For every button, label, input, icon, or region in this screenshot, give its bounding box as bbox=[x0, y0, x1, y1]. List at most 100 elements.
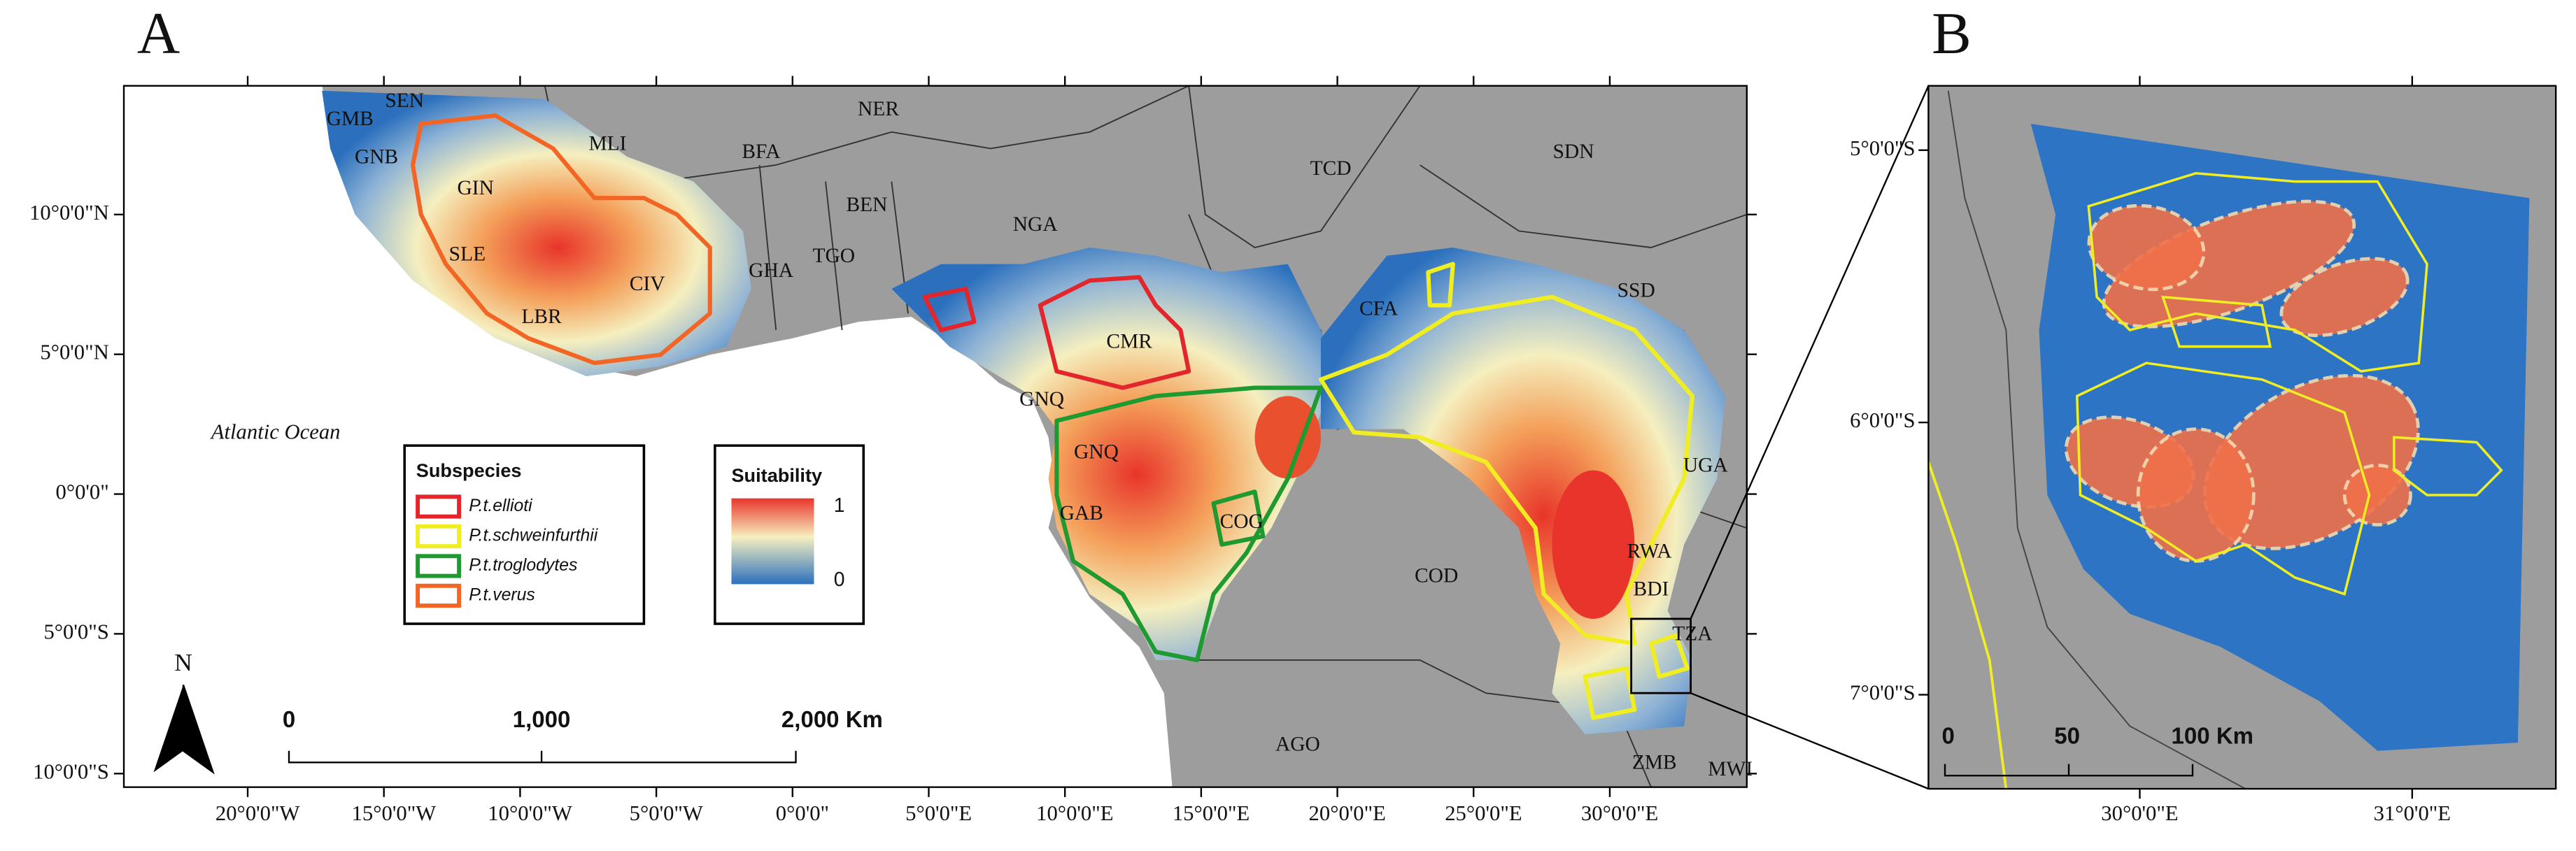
country-label: GIN bbox=[457, 177, 493, 199]
country-label: NER bbox=[858, 98, 899, 120]
ramp-high: 1 bbox=[834, 494, 845, 516]
zoom-box bbox=[1630, 617, 1692, 694]
country-label: SLE bbox=[449, 243, 486, 266]
x-tick-label: 5°0'0"E bbox=[905, 801, 972, 825]
high-suitability bbox=[1254, 396, 1321, 479]
range-outline bbox=[1318, 294, 1695, 646]
country-label: GMB bbox=[327, 108, 374, 130]
legend-swatch bbox=[416, 524, 462, 549]
x-tick-label: 31°0'0"E bbox=[2374, 801, 2451, 825]
x-tick-label: 5°0'0"W bbox=[630, 801, 703, 825]
lake-line bbox=[1928, 462, 2008, 789]
suitability-raster bbox=[891, 247, 1338, 660]
country-label: AGO bbox=[1275, 733, 1320, 755]
north-arrow bbox=[182, 684, 215, 775]
scale-label: 1,000 bbox=[513, 706, 571, 732]
country-label: SSD bbox=[1618, 279, 1655, 301]
legend-label: P.t.schweinfurthii bbox=[469, 527, 598, 545]
panel-b-map bbox=[1928, 85, 2556, 789]
frame-a bbox=[122, 85, 1748, 788]
country-label: TZA bbox=[1672, 622, 1713, 645]
country-label: CFA bbox=[1359, 297, 1399, 320]
country-label: UGA bbox=[1683, 455, 1729, 477]
x-tick-label: 20°0'0"E bbox=[1309, 801, 1386, 825]
country-border bbox=[825, 181, 843, 331]
country-label: BFA bbox=[742, 141, 781, 163]
country-label: BEN bbox=[846, 194, 887, 216]
country-label: RWA bbox=[1627, 540, 1673, 562]
scale-label: 2,000 Km bbox=[781, 706, 883, 732]
y-tick-label: 0°0'0" bbox=[55, 480, 108, 504]
country-label: GHA bbox=[749, 259, 794, 282]
legend-label: P.t.verus bbox=[469, 585, 535, 604]
range-outline bbox=[1038, 275, 1191, 390]
range-outline bbox=[922, 286, 977, 333]
color-ramp bbox=[731, 498, 814, 585]
scale-label: 0 bbox=[1942, 723, 1955, 749]
overlay: A 20°0'0"W 15°0'0"W 10°0'0"W 5°0'0"W 0°0'0" 5°… bbox=[29, 1, 2557, 825]
high-suitability bbox=[2279, 257, 2409, 337]
y-tick-label: 5°0'0"S bbox=[43, 620, 108, 643]
suitability-raster bbox=[322, 90, 751, 377]
x-tick-label: 10°0'0"W bbox=[488, 801, 572, 825]
legend-title: Subspecies bbox=[416, 459, 522, 481]
ramp-low: 0 bbox=[834, 568, 845, 590]
legend-title: Suitability bbox=[731, 464, 822, 486]
panel-a-map bbox=[124, 85, 1747, 787]
country-label: TGO bbox=[812, 245, 855, 267]
country-border bbox=[1420, 164, 1747, 248]
high-suitability bbox=[2136, 427, 2256, 563]
country-label: MWI bbox=[1708, 758, 1753, 780]
ocean bbox=[124, 85, 1173, 787]
range-outline bbox=[410, 113, 712, 366]
ocean-label: Atlantic Ocean bbox=[210, 420, 341, 444]
y-tick-label: 10°0'0"S bbox=[33, 759, 109, 783]
country-label: MLI bbox=[588, 132, 626, 155]
legend-swatch bbox=[416, 583, 462, 608]
country-label: SDN bbox=[1553, 141, 1594, 163]
country-label: LBR bbox=[521, 306, 562, 328]
country-label: COD bbox=[1415, 565, 1458, 587]
range-outline bbox=[2087, 171, 2428, 373]
range-outline bbox=[2393, 436, 2503, 496]
country-border bbox=[758, 164, 777, 331]
y-tick-label: 5°0'0"S bbox=[1850, 136, 1915, 160]
country-label: NGA bbox=[1013, 213, 1059, 236]
country-label: GNQ bbox=[1019, 388, 1064, 410]
x-tick-label: 10°0'0"E bbox=[1036, 801, 1113, 825]
range-outline bbox=[1211, 489, 1266, 547]
range-outline bbox=[2160, 295, 2272, 348]
high-suitability bbox=[2342, 464, 2412, 527]
x-tick-label: 0°0'0" bbox=[776, 801, 829, 825]
country-label: COG bbox=[1220, 510, 1264, 533]
zoom-line bbox=[1690, 85, 1930, 620]
x-tick-label: 30°0'0"E bbox=[1581, 801, 1658, 825]
legend-swatch bbox=[416, 554, 462, 578]
y-tick-label: 5°0'0"N bbox=[40, 341, 108, 364]
country-label: GAB bbox=[1060, 502, 1103, 524]
frame-b bbox=[1927, 85, 2557, 790]
scale-bar bbox=[1944, 764, 2194, 777]
country-label: ZMB bbox=[1632, 751, 1677, 773]
suitability-raster bbox=[1320, 247, 1726, 735]
panel-label: A bbox=[137, 1, 180, 66]
high-suitability bbox=[1552, 470, 1635, 619]
country-label: SEN bbox=[385, 90, 424, 112]
scale-label: 50 bbox=[2054, 723, 2080, 749]
scale-label: 100 Km bbox=[2172, 723, 2253, 749]
panel-label: B bbox=[1932, 1, 1972, 66]
high-suitability bbox=[2087, 203, 2206, 292]
north-label: N bbox=[174, 648, 192, 676]
y-tick-label: 6°0'0"S bbox=[1850, 408, 1915, 432]
shore-line bbox=[1947, 90, 2246, 789]
country-label: GNB bbox=[355, 145, 398, 168]
country-label: BDI bbox=[1634, 578, 1669, 601]
x-tick-label: 25°0'0"E bbox=[1445, 801, 1522, 825]
legend-box bbox=[403, 444, 646, 625]
high-suitability bbox=[2102, 199, 2356, 329]
legend-label: P.t.ellioti bbox=[469, 496, 533, 515]
x-tick-label: 15°0'0"E bbox=[1173, 801, 1250, 825]
zoom-line bbox=[1690, 692, 1929, 790]
scale-label: 0 bbox=[283, 706, 295, 732]
